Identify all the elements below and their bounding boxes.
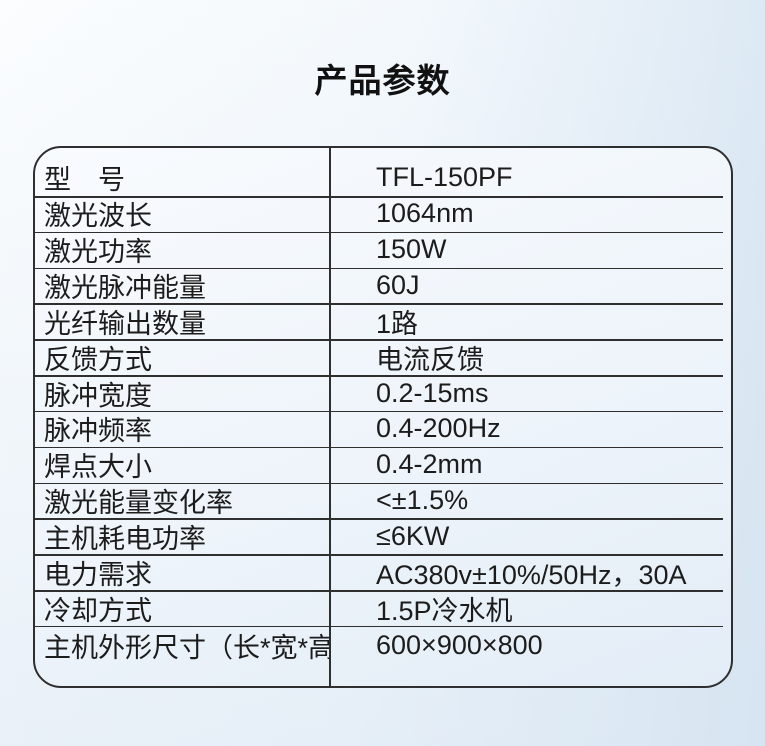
spec-label: 焊点大小 <box>44 452 152 483</box>
table-row: 冷却方式 1.5P冷水机 <box>35 590 731 626</box>
table-row: 光纤输出数量 1路 <box>35 303 731 339</box>
spec-value: TFL-150PF <box>376 161 513 192</box>
spec-rows: 型 号 TFL-150PF 激光波长 1064nm 激光功率 150W 激光脉冲能量 60J 光… <box>35 148 731 686</box>
spec-label: 反馈方式 <box>44 344 152 375</box>
table-row: 脉冲频率 0.4-200Hz <box>35 410 731 447</box>
row-separator <box>35 625 723 628</box>
spec-value: 150W <box>376 234 447 265</box>
table-row: 反馈方式 电流反馈 <box>35 339 731 375</box>
table-row: 激光脉冲能量 60J <box>35 267 731 304</box>
spec-value: 0.4-2mm <box>376 449 483 480</box>
spec-label: 光纤输出数量 <box>44 308 206 339</box>
row-separator <box>35 303 723 305</box>
table-row: 激光能量变化率 <±1.5% <box>35 482 731 519</box>
spec-label: 冷却方式 <box>44 595 152 626</box>
row-separator <box>35 410 723 413</box>
spec-value: 60J <box>376 270 420 301</box>
row-separator <box>35 590 723 592</box>
table-row: 主机外形尺寸（长*宽*高） 600×900×800 <box>35 625 731 686</box>
table-row: 电力需求 AC380v±10%/50Hz，30A <box>35 554 731 590</box>
row-separator <box>35 446 723 449</box>
spec-label: 激光能量变化率 <box>44 488 233 519</box>
spec-value: 1.5P冷水机 <box>376 595 513 626</box>
spec-label: 主机耗电功率 <box>44 523 206 554</box>
spec-label: 主机外形尺寸（长*宽*高） <box>44 633 329 664</box>
spec-value: AC380v±10%/50Hz，30A <box>376 559 687 590</box>
spec-value: <±1.5% <box>376 485 469 516</box>
spec-value: 电流反馈 <box>376 344 484 375</box>
row-separator <box>35 339 723 341</box>
spec-value: 1064nm <box>376 198 474 229</box>
table-row: 激光波长 1064nm <box>35 196 731 232</box>
spec-label: 电力需求 <box>44 559 152 590</box>
column-divider <box>329 148 331 686</box>
spec-value: 600×900×800 <box>376 630 543 661</box>
spec-label: 激光脉冲能量 <box>44 273 206 304</box>
row-separator <box>35 267 723 270</box>
spec-label: 型 号 <box>44 164 125 195</box>
row-separator <box>35 482 723 485</box>
row-separator <box>35 554 723 556</box>
table-row: 激光功率 150W <box>35 231 731 268</box>
row-separator <box>35 518 723 520</box>
row-separator <box>35 231 723 234</box>
spec-label: 脉冲宽度 <box>44 380 152 411</box>
page-title: 产品参数 <box>314 62 451 99</box>
spec-label: 激光波长 <box>44 201 152 232</box>
spec-value: 0.4-200Hz <box>376 413 501 444</box>
table-row: 焊点大小 0.4-2mm <box>35 446 731 483</box>
table-row: 型 号 TFL-150PF <box>35 148 731 196</box>
spec-value: 0.2-15ms <box>376 377 489 408</box>
spec-label: 脉冲频率 <box>44 416 152 447</box>
row-separator <box>35 196 723 198</box>
table-row: 主机耗电功率 ≤6KW <box>35 518 731 554</box>
product-spec-table: 型 号 TFL-150PF 激光波长 1064nm 激光功率 150W 激光脉冲能量 60J 光… <box>33 146 733 688</box>
spec-value: ≤6KW <box>376 520 450 551</box>
spec-value: 1路 <box>376 308 419 339</box>
table-row: 脉冲宽度 0.2-15ms <box>35 375 731 411</box>
row-separator <box>35 375 723 377</box>
spec-label: 激光功率 <box>44 237 152 268</box>
